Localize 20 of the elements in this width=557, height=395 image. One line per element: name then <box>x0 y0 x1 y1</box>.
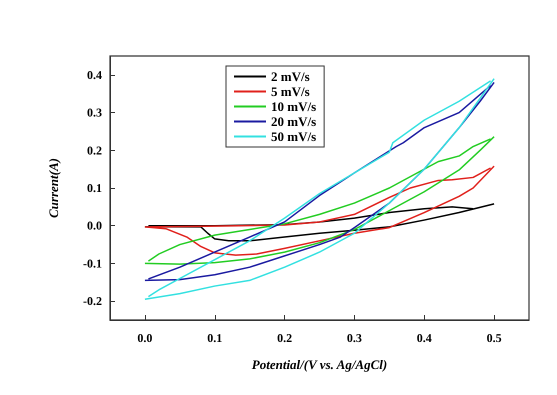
y-tick-label: 0.3 <box>87 106 102 120</box>
y-tick-label: -0.1 <box>83 256 102 270</box>
y-tick-label: 0.1 <box>87 181 102 195</box>
legend-label: 2 mV/s <box>271 69 310 84</box>
x-tick-label: 0.5 <box>486 331 502 345</box>
y-tick-label: 0.4 <box>87 68 102 82</box>
x-axis-title: Potential/(V vs. Ag/AgCl) <box>252 357 388 372</box>
y-axis-title: Current(A) <box>46 158 61 218</box>
x-tick-label: 0.1 <box>207 331 222 345</box>
legend-label: 50 mV/s <box>271 129 316 144</box>
legend-label: 20 mV/s <box>271 114 316 129</box>
x-tick-label: 0.2 <box>277 331 292 345</box>
legend-label: 5 mV/s <box>271 84 310 99</box>
x-tick-label: 0.0 <box>137 331 152 345</box>
legend-label: 10 mV/s <box>271 99 316 114</box>
y-tick-label: 0.2 <box>87 143 102 158</box>
y-tick-label: 0.0 <box>87 218 102 233</box>
x-tick-label: 0.4 <box>416 331 432 345</box>
y-tick-label: -0.2 <box>83 294 102 308</box>
x-tick-label: 0.3 <box>346 331 362 345</box>
